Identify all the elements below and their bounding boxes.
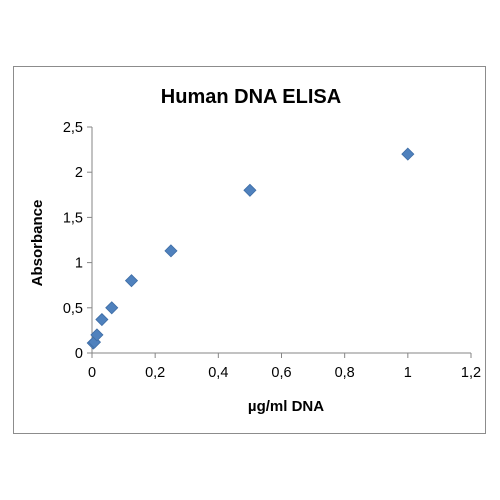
data-point [105,301,119,315]
chart-frame: Human DNA ELISA Absorbance µg/ml DNA 0 0,… [13,66,486,434]
data-point [124,274,139,288]
x-tick-label: 0 [88,365,96,381]
x-axis-label: µg/ml DNA [248,398,324,415]
x-tick-label: 1,2 [461,365,481,381]
data-point [95,312,109,327]
scatter-chart: Human DNA ELISA Absorbance µg/ml DNA 0 0,… [29,86,481,415]
data-point [243,183,257,197]
data-point [164,244,178,258]
x-tick-label: 0,6 [271,365,291,381]
data-point [401,147,415,161]
y-tick-label: 2 [75,165,83,181]
y-axis-label: Absorbance [29,200,46,287]
y-tick-label: 2,5 [63,120,83,136]
y-tick-label: 0 [75,346,83,362]
y-tick-label: 1 [75,256,83,272]
chart-title: Human DNA ELISA [161,86,341,108]
x-tick-label: 0,2 [145,365,165,381]
data-point [90,328,104,342]
x-tick-label: 0,8 [335,365,355,381]
y-tick-label: 1,5 [63,210,83,226]
x-tick-label: 0,4 [208,365,228,381]
y-tick-label: 0,5 [63,301,83,317]
x-tick-label: 1 [404,365,412,381]
